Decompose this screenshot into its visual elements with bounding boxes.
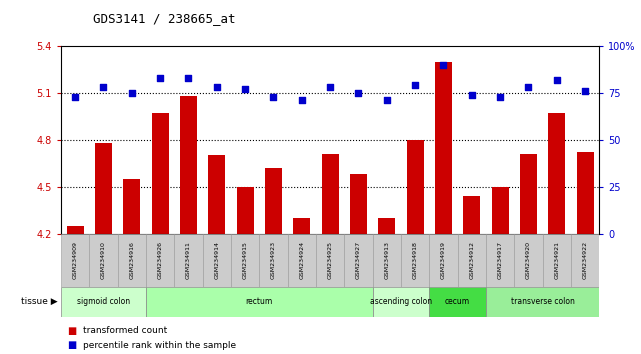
Text: GSM234922: GSM234922 <box>583 241 588 279</box>
Text: GSM234921: GSM234921 <box>554 241 560 279</box>
Bar <box>372 287 429 317</box>
Point <box>212 85 222 90</box>
Bar <box>174 234 203 287</box>
Bar <box>571 234 599 287</box>
Bar <box>288 234 316 287</box>
Bar <box>378 218 395 234</box>
Bar <box>259 234 288 287</box>
Bar <box>151 113 169 234</box>
Bar <box>492 187 509 234</box>
Bar <box>294 218 310 234</box>
Text: percentile rank within the sample: percentile rank within the sample <box>83 341 237 350</box>
Text: rectum: rectum <box>246 297 273 306</box>
Point <box>240 86 250 92</box>
Bar <box>208 155 225 234</box>
Text: GSM234918: GSM234918 <box>413 241 418 279</box>
Point <box>467 92 477 98</box>
Bar <box>146 234 174 287</box>
Text: GSM234924: GSM234924 <box>299 241 304 279</box>
Bar <box>180 96 197 234</box>
Point <box>297 98 307 103</box>
Bar <box>67 226 83 234</box>
Bar <box>95 143 112 234</box>
Point <box>127 90 137 96</box>
Text: GSM234916: GSM234916 <box>129 241 134 279</box>
Text: transverse colon: transverse colon <box>511 297 574 306</box>
Point <box>580 88 590 94</box>
Bar <box>577 152 594 234</box>
Bar <box>344 234 372 287</box>
Text: GSM234911: GSM234911 <box>186 241 191 279</box>
Text: GSM234909: GSM234909 <box>72 241 78 279</box>
Point <box>269 94 279 99</box>
Point <box>410 82 420 88</box>
Bar <box>61 234 89 287</box>
Bar <box>265 168 282 234</box>
Text: GSM234915: GSM234915 <box>242 241 247 279</box>
Bar <box>543 234 571 287</box>
Bar <box>435 62 452 234</box>
Text: ■: ■ <box>67 326 76 336</box>
Bar <box>463 196 480 234</box>
Bar <box>458 234 486 287</box>
Bar <box>406 140 424 234</box>
Bar <box>123 179 140 234</box>
Text: GSM234917: GSM234917 <box>497 241 503 279</box>
Bar <box>322 154 338 234</box>
Point <box>325 85 335 90</box>
Bar <box>401 234 429 287</box>
Text: GSM234920: GSM234920 <box>526 241 531 279</box>
Text: cecum: cecum <box>445 297 470 306</box>
Bar <box>520 154 537 234</box>
Text: GSM234910: GSM234910 <box>101 241 106 279</box>
Text: GSM234927: GSM234927 <box>356 241 361 279</box>
Bar <box>89 234 117 287</box>
Bar <box>316 234 344 287</box>
Bar <box>146 287 372 317</box>
Text: GSM234926: GSM234926 <box>158 241 163 279</box>
Point <box>183 75 194 81</box>
Text: GSM234923: GSM234923 <box>271 241 276 279</box>
Text: transformed count: transformed count <box>83 326 167 336</box>
Bar <box>61 287 146 317</box>
Text: GDS3141 / 238665_at: GDS3141 / 238665_at <box>93 12 235 25</box>
Text: ■: ■ <box>67 340 76 350</box>
Bar <box>514 234 543 287</box>
Bar <box>372 234 401 287</box>
Point <box>438 62 449 68</box>
Point <box>353 90 363 96</box>
Text: GSM234913: GSM234913 <box>385 241 389 279</box>
Text: sigmoid colon: sigmoid colon <box>77 297 130 306</box>
Text: GSM234912: GSM234912 <box>469 241 474 279</box>
Bar <box>350 174 367 234</box>
Text: ascending colon: ascending colon <box>370 297 432 306</box>
Bar <box>486 234 514 287</box>
Bar <box>231 234 259 287</box>
Point <box>70 94 80 99</box>
Bar <box>203 234 231 287</box>
Point <box>155 75 165 81</box>
Text: GSM234919: GSM234919 <box>441 241 446 279</box>
Point <box>98 85 108 90</box>
Bar <box>548 113 565 234</box>
Bar <box>429 234 458 287</box>
Bar <box>237 187 254 234</box>
Point <box>523 85 533 90</box>
Point <box>552 77 562 82</box>
Point <box>495 94 505 99</box>
Bar <box>429 287 486 317</box>
Bar <box>117 234 146 287</box>
Text: GSM234914: GSM234914 <box>214 241 219 279</box>
Text: tissue ▶: tissue ▶ <box>21 297 58 306</box>
Text: GSM234925: GSM234925 <box>328 241 333 279</box>
Bar <box>486 287 599 317</box>
Point <box>381 98 392 103</box>
